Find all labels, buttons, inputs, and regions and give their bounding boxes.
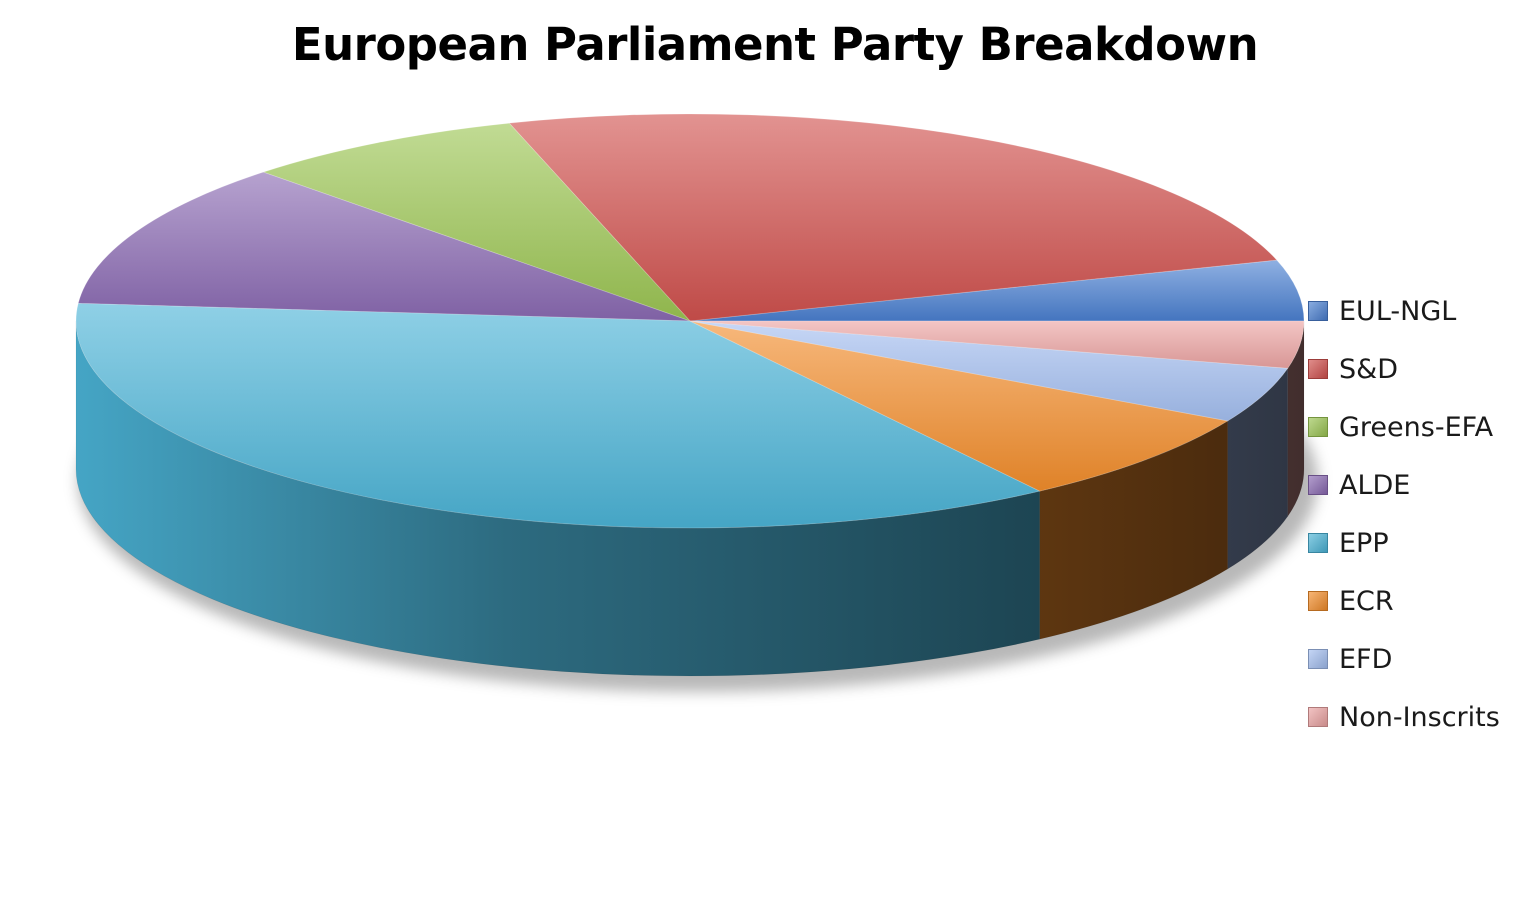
legend-label: Greens-EFA xyxy=(1339,411,1494,443)
legend-swatch xyxy=(1308,417,1328,437)
legend-label: Non-Inscrits xyxy=(1339,701,1500,733)
legend-swatch xyxy=(1308,359,1328,379)
legend-item-eul-ngl: EUL-NGL xyxy=(1308,282,1523,340)
legend-item-ecr: ECR xyxy=(1308,572,1523,630)
legend-label: EUL-NGL xyxy=(1339,295,1457,327)
legend-item-greens-efa: Greens-EFA xyxy=(1308,398,1523,456)
legend-item-alde: ALDE xyxy=(1308,456,1523,514)
legend-item-non-inscrits: Non-Inscrits xyxy=(1308,688,1523,746)
pie-slice-alde xyxy=(77,171,691,322)
pie-side-efd xyxy=(1227,367,1289,570)
legend-label: S&D xyxy=(1339,353,1398,385)
chart-legend: EUL-NGL S&D Greens-EFA ALDE EPP ECR EFD Non-Ins… xyxy=(1308,282,1523,746)
legend-label: ECR xyxy=(1339,585,1394,617)
pie-slice-eul-ngl xyxy=(689,259,1305,322)
legend-swatch xyxy=(1308,591,1328,611)
legend-swatch xyxy=(1308,707,1328,727)
legend-swatch xyxy=(1308,475,1328,495)
legend-item-sandd: S&D xyxy=(1308,340,1523,398)
legend-label: ALDE xyxy=(1339,469,1411,501)
legend-swatch xyxy=(1308,649,1328,669)
legend-swatch xyxy=(1308,533,1328,553)
legend-item-efd: EFD xyxy=(1308,630,1523,688)
pie-slice-greens-efa xyxy=(262,122,691,322)
legend-swatch xyxy=(1308,301,1328,321)
pie-slice-non-inscrits xyxy=(689,320,1305,369)
chart-title: European Parliament Party Breakdown xyxy=(291,18,1259,71)
pie-slice-efd xyxy=(689,320,1289,422)
pie-slice-epp xyxy=(75,302,1041,529)
legend-label: EFD xyxy=(1339,643,1393,675)
pie-slice-ecr xyxy=(689,320,1229,492)
legend-label: EPP xyxy=(1339,527,1389,559)
pie-slice-sandd xyxy=(508,113,1278,322)
legend-item-epp: EPP xyxy=(1308,514,1523,572)
